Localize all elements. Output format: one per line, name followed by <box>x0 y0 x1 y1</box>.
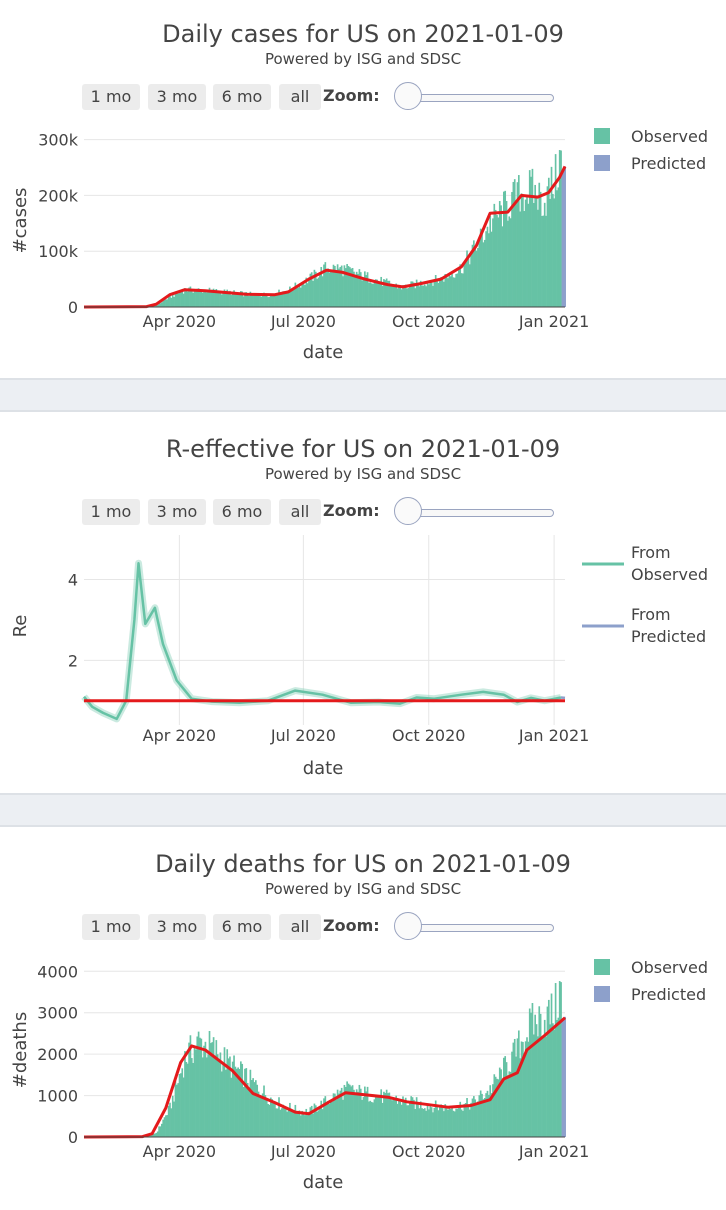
legend-label: Predicted <box>631 627 706 646</box>
legend-swatch-observed <box>594 128 610 144</box>
y-tick-label: 0 <box>68 298 78 317</box>
x-tick-label: Jan 2021 <box>518 726 589 745</box>
x-tick-label: Oct 2020 <box>392 312 465 331</box>
legend-label: From <box>631 605 671 624</box>
x-tick-label: Apr 2020 <box>143 1142 216 1161</box>
x-axis-label: date <box>303 342 344 363</box>
y-tick-label: 3000 <box>37 1004 78 1023</box>
reff-chart: 2 4 Apr 2020 Jul 2020 Oct 2020 Jan 2021 date Re… <box>0 415 726 795</box>
y-axis-label: #cases <box>10 188 31 254</box>
legend-label: From <box>631 543 671 562</box>
x-tick-label: Jul 2020 <box>270 726 336 745</box>
y-tick-label: 2000 <box>37 1045 78 1064</box>
legend-label: Observed <box>631 127 708 146</box>
y-tick-label: 1000 <box>37 1087 78 1106</box>
x-tick-label: Apr 2020 <box>143 726 216 745</box>
predicted-bar <box>564 166 566 307</box>
deaths-panel: Daily deaths for US on 2021-01-09 Powere… <box>0 830 726 1210</box>
x-axis-label: date <box>303 1172 344 1193</box>
x-tick-label: Oct 2020 <box>392 1142 465 1161</box>
y-tick-label: 0 <box>68 1128 78 1147</box>
y-axis-label: Re <box>10 615 31 638</box>
legend-swatch-predicted <box>594 155 610 171</box>
reff-panel: R-effective for US on 2021-01-09 Powered… <box>0 415 726 795</box>
x-tick-label: Jul 2020 <box>270 312 336 331</box>
legend-swatch-observed <box>594 959 610 975</box>
cases-panel: Daily cases for US on 2021-01-09 Powered… <box>0 0 726 380</box>
y-axis-label: #deaths <box>10 1012 31 1088</box>
y-tick-label: 200k <box>38 186 79 205</box>
x-tick-label: Jul 2020 <box>270 1142 336 1161</box>
cases-chart: 0 100k 200k 300k Apr 2020 Jul 2020 Oct 2020 Jan… <box>0 0 726 380</box>
y-tick-label: 2 <box>68 651 78 670</box>
predicted-bar <box>564 1017 566 1137</box>
y-tick-label: 100k <box>38 242 79 261</box>
x-tick-label: Oct 2020 <box>392 726 465 745</box>
x-axis-label: date <box>303 758 344 779</box>
legend-label: Observed <box>631 565 708 584</box>
section-separator <box>0 793 726 827</box>
legend-swatch-predicted <box>594 986 610 1002</box>
x-tick-label: Jan 2021 <box>518 1142 589 1161</box>
legend-label: Predicted <box>631 985 706 1004</box>
y-tick-label: 4000 <box>37 962 78 981</box>
x-tick-label: Apr 2020 <box>143 312 216 331</box>
section-separator <box>0 378 726 412</box>
legend-label: Observed <box>631 958 708 977</box>
deaths-chart: 0 1000 2000 3000 4000 Apr 2020 Jul 2020 Oct 202… <box>0 830 726 1210</box>
x-tick-label: Jan 2021 <box>518 312 589 331</box>
y-tick-label: 4 <box>68 570 78 589</box>
y-tick-label: 300k <box>38 131 79 150</box>
legend-label: Predicted <box>631 154 706 173</box>
